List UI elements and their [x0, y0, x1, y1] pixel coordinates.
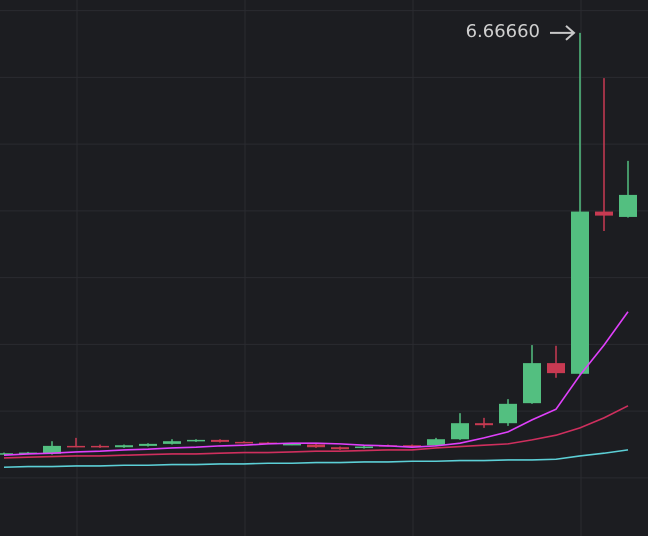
candle-body	[43, 445, 61, 454]
candle-body	[619, 194, 637, 217]
candle-body	[91, 445, 109, 448]
candle-body	[451, 423, 469, 440]
candle-body	[283, 443, 301, 446]
candle-body	[499, 403, 517, 424]
candle-body	[163, 441, 181, 444]
annotation-label: 6.66660	[466, 21, 540, 42]
candle-body	[307, 444, 325, 448]
candle-body	[571, 211, 589, 374]
candle-body	[331, 447, 349, 450]
candle-body	[0, 453, 13, 455]
candle-body	[547, 363, 565, 374]
candle-body	[595, 211, 613, 216]
candle-body	[115, 445, 133, 448]
candle-body	[235, 441, 253, 444]
candle-body	[403, 445, 421, 447]
candle-body	[355, 446, 373, 449]
moving-average-line	[3, 449, 629, 469]
annotation-arrow	[550, 25, 576, 41]
moving-average-line	[3, 405, 629, 459]
candle-body	[523, 363, 541, 404]
moving-average-line	[3, 311, 629, 457]
candle-body	[427, 439, 445, 446]
candle-body	[139, 443, 157, 446]
candle-body	[475, 423, 493, 426]
candle-body	[211, 439, 229, 442]
candle-body	[187, 439, 205, 442]
candle-body	[67, 445, 85, 448]
